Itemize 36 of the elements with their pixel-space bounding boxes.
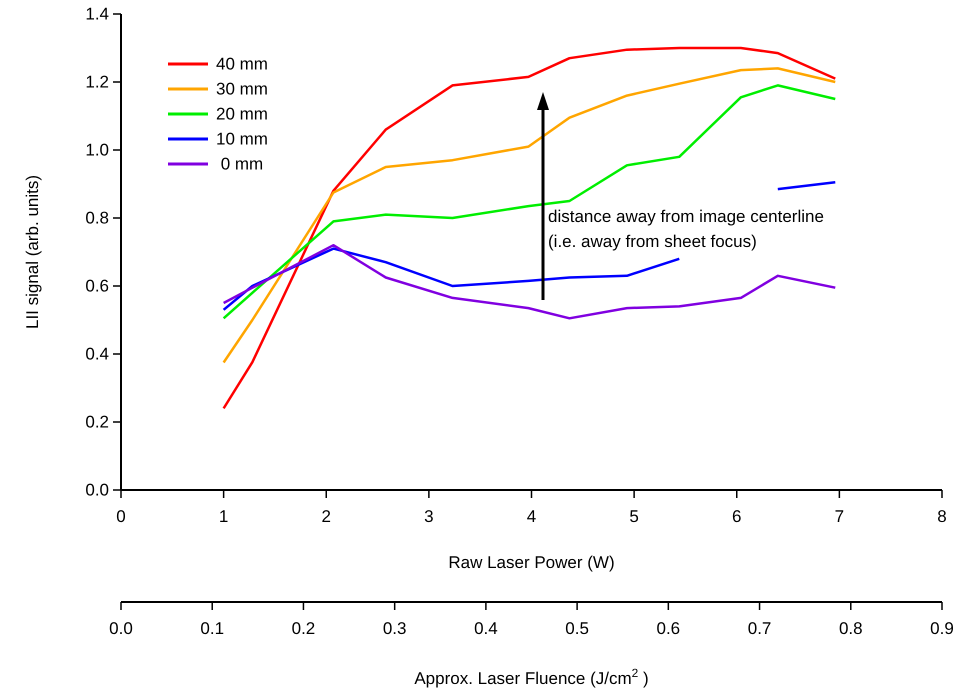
y-tick-label: 1.2	[85, 72, 109, 92]
x-tick-label: 1	[218, 507, 228, 526]
x2-tick-label: 0.8	[838, 619, 863, 638]
y-tick-label: 0.2	[85, 412, 109, 432]
y-axis-title: LII signal (arb. units)	[23, 174, 42, 330]
x2-tick-label: 0.7	[748, 619, 772, 638]
legend-label: 20 mm	[216, 104, 268, 124]
x-tick-label: 0	[116, 507, 126, 526]
legend-label: 30 mm	[216, 80, 268, 98]
x-tick-label: 6	[732, 507, 742, 526]
x-tick-label: 8	[937, 507, 947, 526]
x-tick-label: 4	[526, 507, 536, 526]
x2-tick-label: 0.9	[930, 619, 954, 638]
x2-axis-title: Approx. Laser Fluence (J/cm$^{2}$ )	[414, 666, 649, 688]
y-tick-label: 0.4	[85, 344, 109, 364]
x-tick-label: 7	[834, 507, 844, 526]
x2-tick-label: 0.4	[474, 619, 498, 638]
x-axis-title: Raw Laser Power (W)	[448, 553, 615, 572]
y-tick-label: 1.0	[85, 140, 109, 160]
legend-label: 10 mm	[216, 130, 268, 148]
x-tick-label: 5	[629, 507, 639, 526]
y-tick-label: 1.4	[85, 4, 109, 24]
x2-tick-label: 0.3	[382, 619, 406, 638]
x-tick-label: 3	[424, 507, 434, 526]
x-tick-label: 2	[322, 507, 331, 526]
y-tick-label: 0.6	[85, 276, 109, 296]
x2-tick-label: 0.1	[200, 619, 224, 638]
x2-tick-label: 0.5	[565, 619, 589, 638]
legend-label: 0 mm	[216, 154, 264, 174]
legend-label: 40 mm	[216, 54, 268, 74]
y-tick-label: 0.0	[85, 480, 109, 500]
x2-tick-label: 0.2	[292, 619, 316, 638]
x2-tick-label: 0.6	[656, 619, 680, 638]
x2-tick-label: 0.0	[109, 619, 133, 638]
y-tick-label: 0.8	[85, 208, 109, 228]
annotation: distance away from image centerline (i.e. away from sheet focus)	[548, 207, 824, 251]
